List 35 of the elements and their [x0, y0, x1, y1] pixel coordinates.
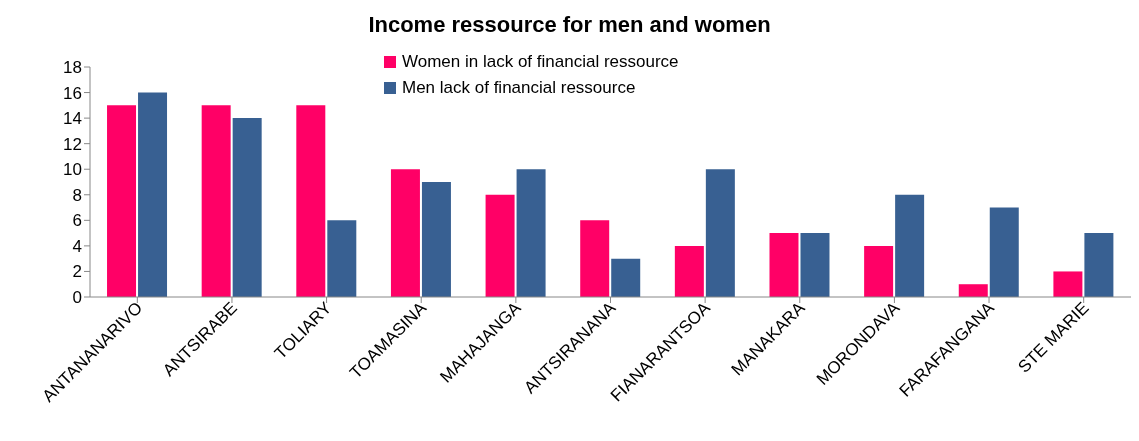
y-tick-label: 18 — [63, 58, 82, 78]
bar — [1084, 233, 1114, 297]
y-tick-label: 14 — [63, 109, 82, 129]
y-tick-label: 6 — [72, 211, 82, 231]
y-tick-label: 0 — [72, 288, 82, 308]
bar — [421, 182, 451, 297]
legend-label: Men lack of financial ressource — [402, 78, 636, 98]
bar — [516, 169, 546, 297]
bar — [800, 233, 830, 297]
y-tick-label: 10 — [63, 160, 82, 180]
legend-label: Women in lack of financial ressource — [402, 52, 679, 72]
y-tick-label: 2 — [72, 262, 82, 282]
y-tick-label: 16 — [63, 83, 82, 103]
bar — [895, 194, 925, 297]
bar — [958, 284, 988, 297]
bar — [769, 233, 799, 297]
bar — [296, 105, 326, 297]
bar — [580, 220, 610, 297]
bar — [864, 245, 894, 297]
bar — [705, 169, 735, 297]
y-tick-label: 8 — [72, 185, 82, 205]
y-tick-label: 4 — [72, 236, 82, 256]
bar — [1053, 271, 1083, 297]
bar — [989, 207, 1019, 297]
chart-title: Income ressource for men and women — [367, 12, 772, 38]
bar — [674, 245, 704, 297]
bar — [327, 220, 357, 297]
bar — [390, 169, 420, 297]
y-tick-label: 12 — [63, 134, 82, 154]
bar — [138, 92, 168, 297]
bar — [107, 105, 137, 297]
bar — [611, 258, 641, 297]
bar — [485, 194, 515, 297]
bar — [201, 105, 231, 297]
bar — [232, 118, 262, 297]
